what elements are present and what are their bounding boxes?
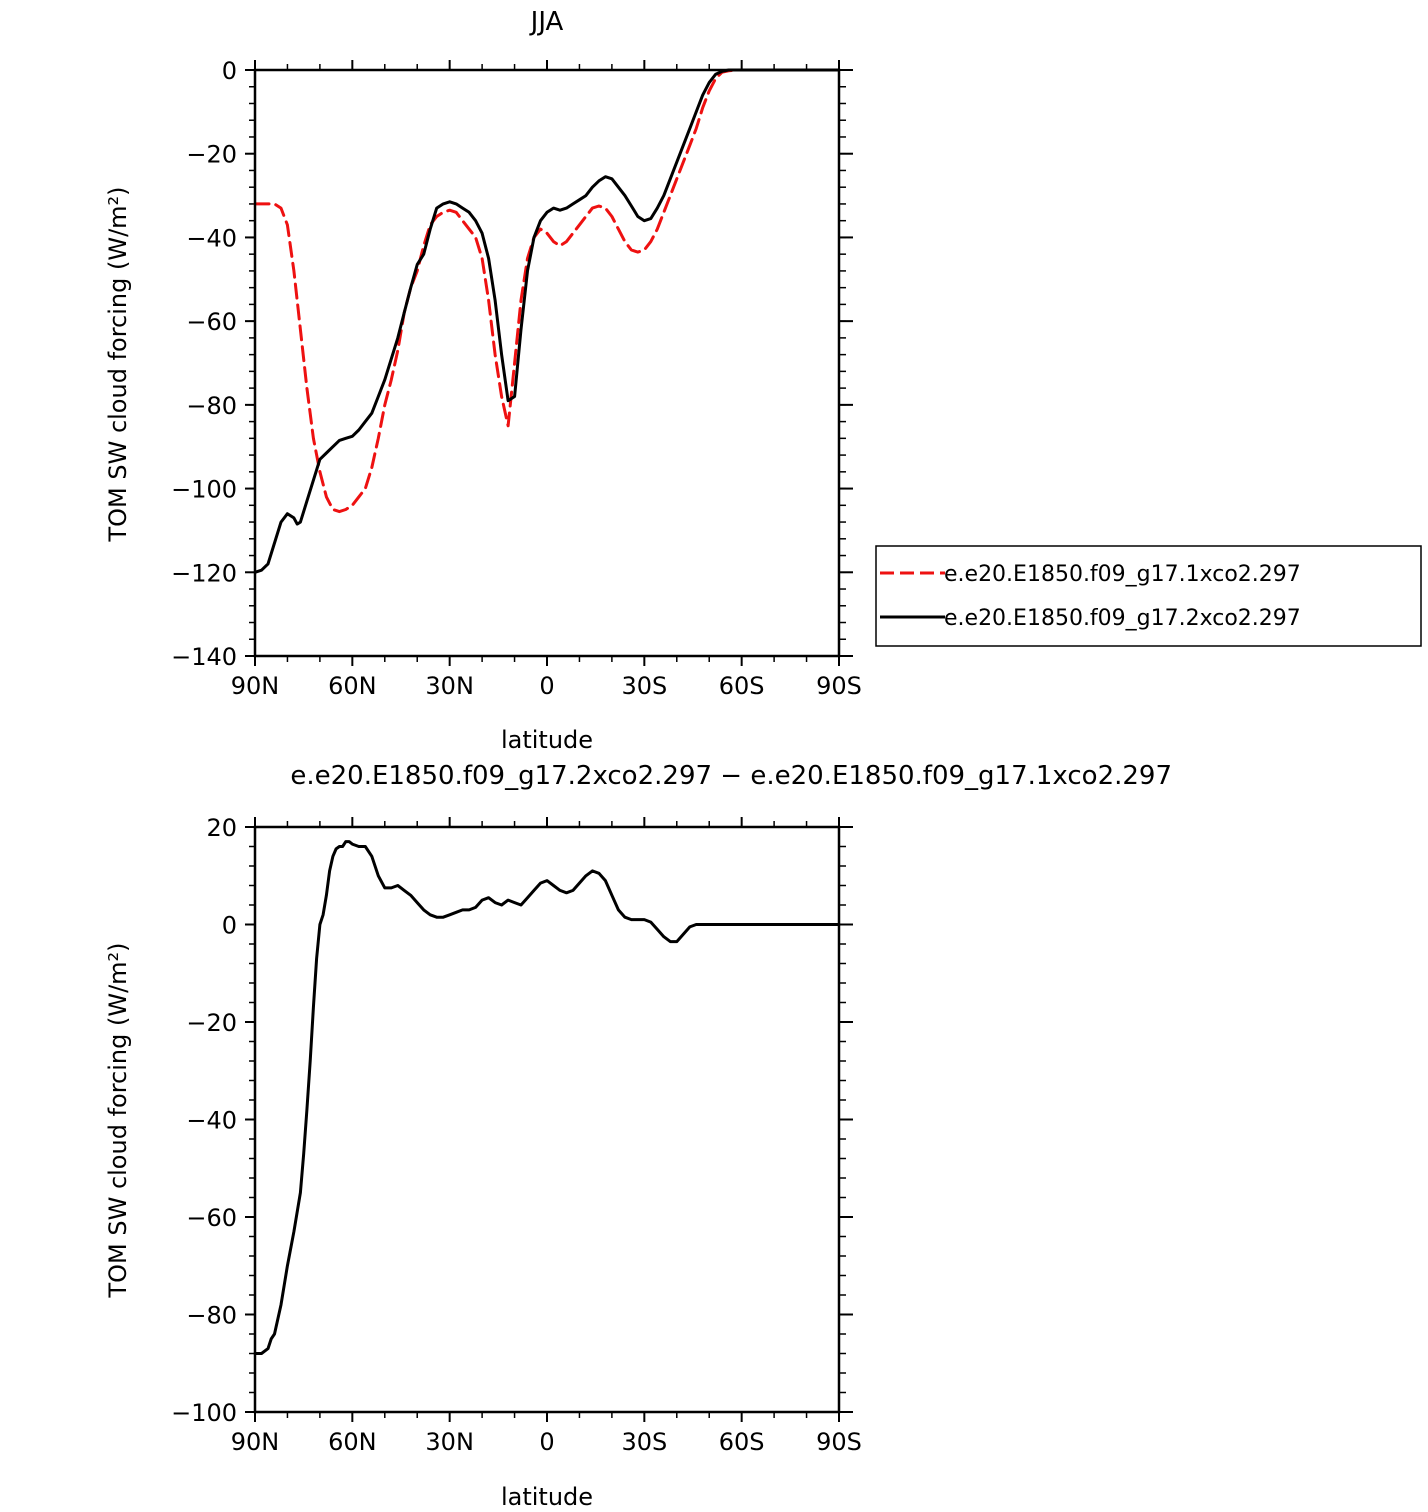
bottom-panel-y-tick-label: −100 [171, 1399, 237, 1427]
bottom-panel-x-tick-label: 90S [816, 1428, 862, 1456]
top-panel-series-line-2 [253, 68, 841, 574]
top-panel-y-tick-label: −100 [171, 476, 237, 504]
bottom-panel-plot-frame [253, 825, 841, 1414]
top-panel-series [253, 68, 841, 574]
bottom-panel-ticks: 90N 60N 30N 0 30S 60S 90S 20 0 −20 −40 −60 −80 −100 [171, 814, 862, 1456]
bottom-panel: e.e20.E1850.f09_g17.2xco2.297 − e.e20.E1… [104, 761, 1172, 1511]
bottom-panel-y-tick-label: −60 [186, 1204, 237, 1232]
bottom-panel-x-tick-label: 60N [328, 1428, 377, 1456]
top-panel-x-tick-label: 60S [719, 672, 765, 700]
legend-label-2xco2: e.e20.E1850.f09_g17.2xco2.297 [944, 606, 1301, 631]
top-panel-y-tick-label: 0 [222, 57, 237, 85]
bottom-panel-x-tick-label: 60S [719, 1428, 765, 1456]
bottom-panel-y-axis-label: TOM SW cloud forcing (W/m²) [104, 942, 132, 1298]
bottom-panel-y-tick-label: −40 [186, 1107, 237, 1135]
top-panel-x-tick-label: 90N [231, 672, 280, 700]
bottom-panel-y-tick-label: −80 [186, 1302, 237, 1330]
top-panel: JJA TOM SW cloud forcing (W/m²) latitude… [104, 7, 1422, 754]
top-panel-y-tick-label: −80 [186, 392, 237, 420]
bottom-panel-y-tick-label: 20 [206, 814, 237, 842]
top-panel-x-tick-label: 60N [328, 672, 377, 700]
top-panel-y-tick-label: −120 [171, 559, 237, 587]
legend-label-1xco2: e.e20.E1850.f09_g17.1xco2.297 [944, 562, 1301, 587]
bottom-panel-y-tick-label: −20 [186, 1009, 237, 1037]
top-panel-title: JJA [529, 7, 564, 37]
top-panel-x-axis-label: latitude [501, 726, 593, 754]
legend: e.e20.E1850.f09_g17.1xco2.297 e.e20.E185… [875, 545, 1422, 647]
bottom-panel-x-tick-label: 30N [425, 1428, 474, 1456]
bottom-panel-series [253, 840, 841, 1355]
top-panel-x-tick-label: 30N [425, 672, 474, 700]
legend-box [875, 545, 1422, 647]
top-panel-y-tick-label: −20 [186, 141, 237, 169]
top-panel-x-tick-label: 90S [816, 672, 862, 700]
bottom-panel-x-axis-label: latitude [501, 1483, 593, 1511]
top-panel-ticks: 90N 60N 30N 0 30S 60S 90S 0 −20 −40 −60 −80 −100 −120… [171, 57, 862, 700]
bottom-panel-series-line-1 [253, 840, 841, 1355]
top-panel-y-tick-label: −40 [186, 224, 237, 252]
bottom-panel-y-tick-label: 0 [222, 912, 237, 940]
top-panel-y-axis-label: TOM SW cloud forcing (W/m²) [104, 186, 132, 542]
top-panel-x-tick-label: 30S [621, 672, 667, 700]
bottom-panel-x-tick-label: 30S [621, 1428, 667, 1456]
top-panel-series-line-1 [253, 68, 841, 514]
bottom-panel-title: e.e20.E1850.f09_g17.2xco2.297 − e.e20.E1… [290, 761, 1172, 791]
bottom-panel-x-tick-label: 0 [539, 1428, 554, 1456]
top-panel-y-tick-label: −140 [171, 643, 237, 671]
top-panel-y-tick-label: −60 [186, 308, 237, 336]
top-panel-plot-frame [253, 68, 841, 658]
bottom-panel-x-tick-label: 90N [231, 1428, 280, 1456]
top-panel-x-tick-label: 0 [539, 672, 554, 700]
